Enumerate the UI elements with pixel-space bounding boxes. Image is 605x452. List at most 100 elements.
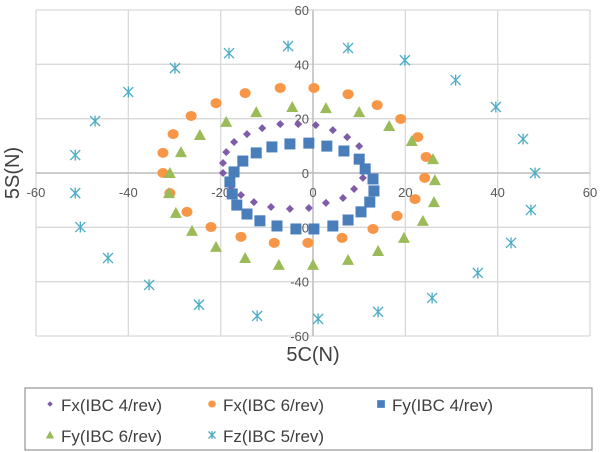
data-point <box>350 185 359 194</box>
legend: Fx(IBC 4/rev) Fx(IBC 6/rev) Fy(IBC 4/rev) F… <box>45 396 493 446</box>
data-point <box>69 187 81 199</box>
y-tick-label: 60 <box>295 3 309 18</box>
data-point <box>102 252 114 264</box>
data-point <box>226 188 238 200</box>
data-point <box>218 158 227 167</box>
x-tick-label: -40 <box>119 185 138 200</box>
data-point <box>336 232 348 243</box>
data-point <box>505 237 517 249</box>
data-point <box>223 47 235 59</box>
data-point <box>426 292 438 304</box>
data-point <box>311 121 320 130</box>
data-point <box>307 258 319 270</box>
data-point <box>218 169 227 177</box>
data-point <box>290 223 302 235</box>
legend-item: Fy(IBC 4/rev) <box>377 396 493 415</box>
data-point <box>308 82 320 93</box>
data-point <box>285 204 294 213</box>
data-point <box>529 167 541 179</box>
data-point <box>371 100 383 111</box>
data-point <box>143 279 155 291</box>
data-point <box>282 40 294 52</box>
data-point <box>231 199 243 211</box>
legend-label: Fx(IBC 6/rev) <box>223 396 324 415</box>
data-point <box>353 153 365 165</box>
x-tick-label: 40 <box>490 185 504 200</box>
data-point <box>359 163 371 175</box>
x-tick-label: 60 <box>583 185 597 200</box>
data-point <box>242 130 251 139</box>
series-square <box>224 137 380 235</box>
data-point <box>338 145 350 157</box>
data-point <box>416 214 429 226</box>
data-point <box>169 206 182 218</box>
data-point <box>409 194 421 205</box>
data-point <box>342 89 354 100</box>
legend-item: Fy(IBC 6/rev) <box>45 427 162 446</box>
data-point <box>319 102 332 114</box>
data-point <box>428 174 441 186</box>
legend-marker-asterisk-icon <box>208 431 216 439</box>
legend-marker-square-icon <box>377 400 385 408</box>
data-point <box>358 173 367 182</box>
data-point <box>321 198 330 207</box>
data-point <box>339 193 348 202</box>
data-point <box>163 167 176 178</box>
data-point <box>427 196 440 208</box>
data-point <box>186 224 199 236</box>
data-point <box>355 206 367 218</box>
y-axis-title: 5S(N) <box>2 147 24 199</box>
data-point <box>353 106 366 118</box>
data-point <box>321 140 333 152</box>
data-point <box>74 221 86 233</box>
series-diamond <box>218 120 367 213</box>
data-point <box>420 151 432 162</box>
data-point <box>391 210 403 221</box>
data-point <box>372 306 384 318</box>
data-point <box>266 202 275 211</box>
y-tick-label: 0 <box>302 166 309 181</box>
data-point <box>517 133 529 145</box>
data-point <box>355 142 364 151</box>
legend-marker-diamond-icon <box>47 401 53 407</box>
data-point <box>304 204 313 213</box>
data-point <box>308 223 320 235</box>
data-point <box>412 132 424 143</box>
data-point <box>205 222 217 233</box>
data-point <box>241 208 253 220</box>
data-point <box>372 244 385 256</box>
data-point <box>230 138 239 147</box>
data-point <box>157 147 169 158</box>
x-tick-label: -20 <box>211 185 230 200</box>
legend-label: Fz(IBC 5/rev) <box>223 427 324 446</box>
data-points <box>69 40 541 325</box>
x-tick-label: -60 <box>27 185 46 200</box>
data-point <box>250 106 263 118</box>
x-axis-title: 5C(N) <box>286 344 339 366</box>
data-point <box>395 113 407 124</box>
data-point <box>258 124 267 133</box>
data-point <box>210 240 223 252</box>
data-point <box>237 155 249 167</box>
data-point <box>122 86 134 98</box>
data-point <box>364 196 376 208</box>
legend-item: Fz(IBC 5/rev) <box>208 427 324 446</box>
data-point <box>367 223 379 234</box>
data-point <box>368 185 380 197</box>
data-point <box>162 187 175 199</box>
data-point <box>274 82 286 93</box>
data-point <box>193 128 206 140</box>
data-point <box>69 149 81 161</box>
legend-item: Fx(IBC 4/rev) <box>47 396 162 415</box>
data-point <box>294 120 303 129</box>
data-point <box>419 172 431 183</box>
data-point <box>224 176 236 188</box>
data-point <box>254 215 266 227</box>
data-point <box>222 148 231 157</box>
y-tick-label: 40 <box>295 57 309 72</box>
series-asterisk <box>69 40 541 325</box>
data-point <box>239 88 251 99</box>
data-point <box>302 237 314 248</box>
data-point <box>249 198 258 207</box>
